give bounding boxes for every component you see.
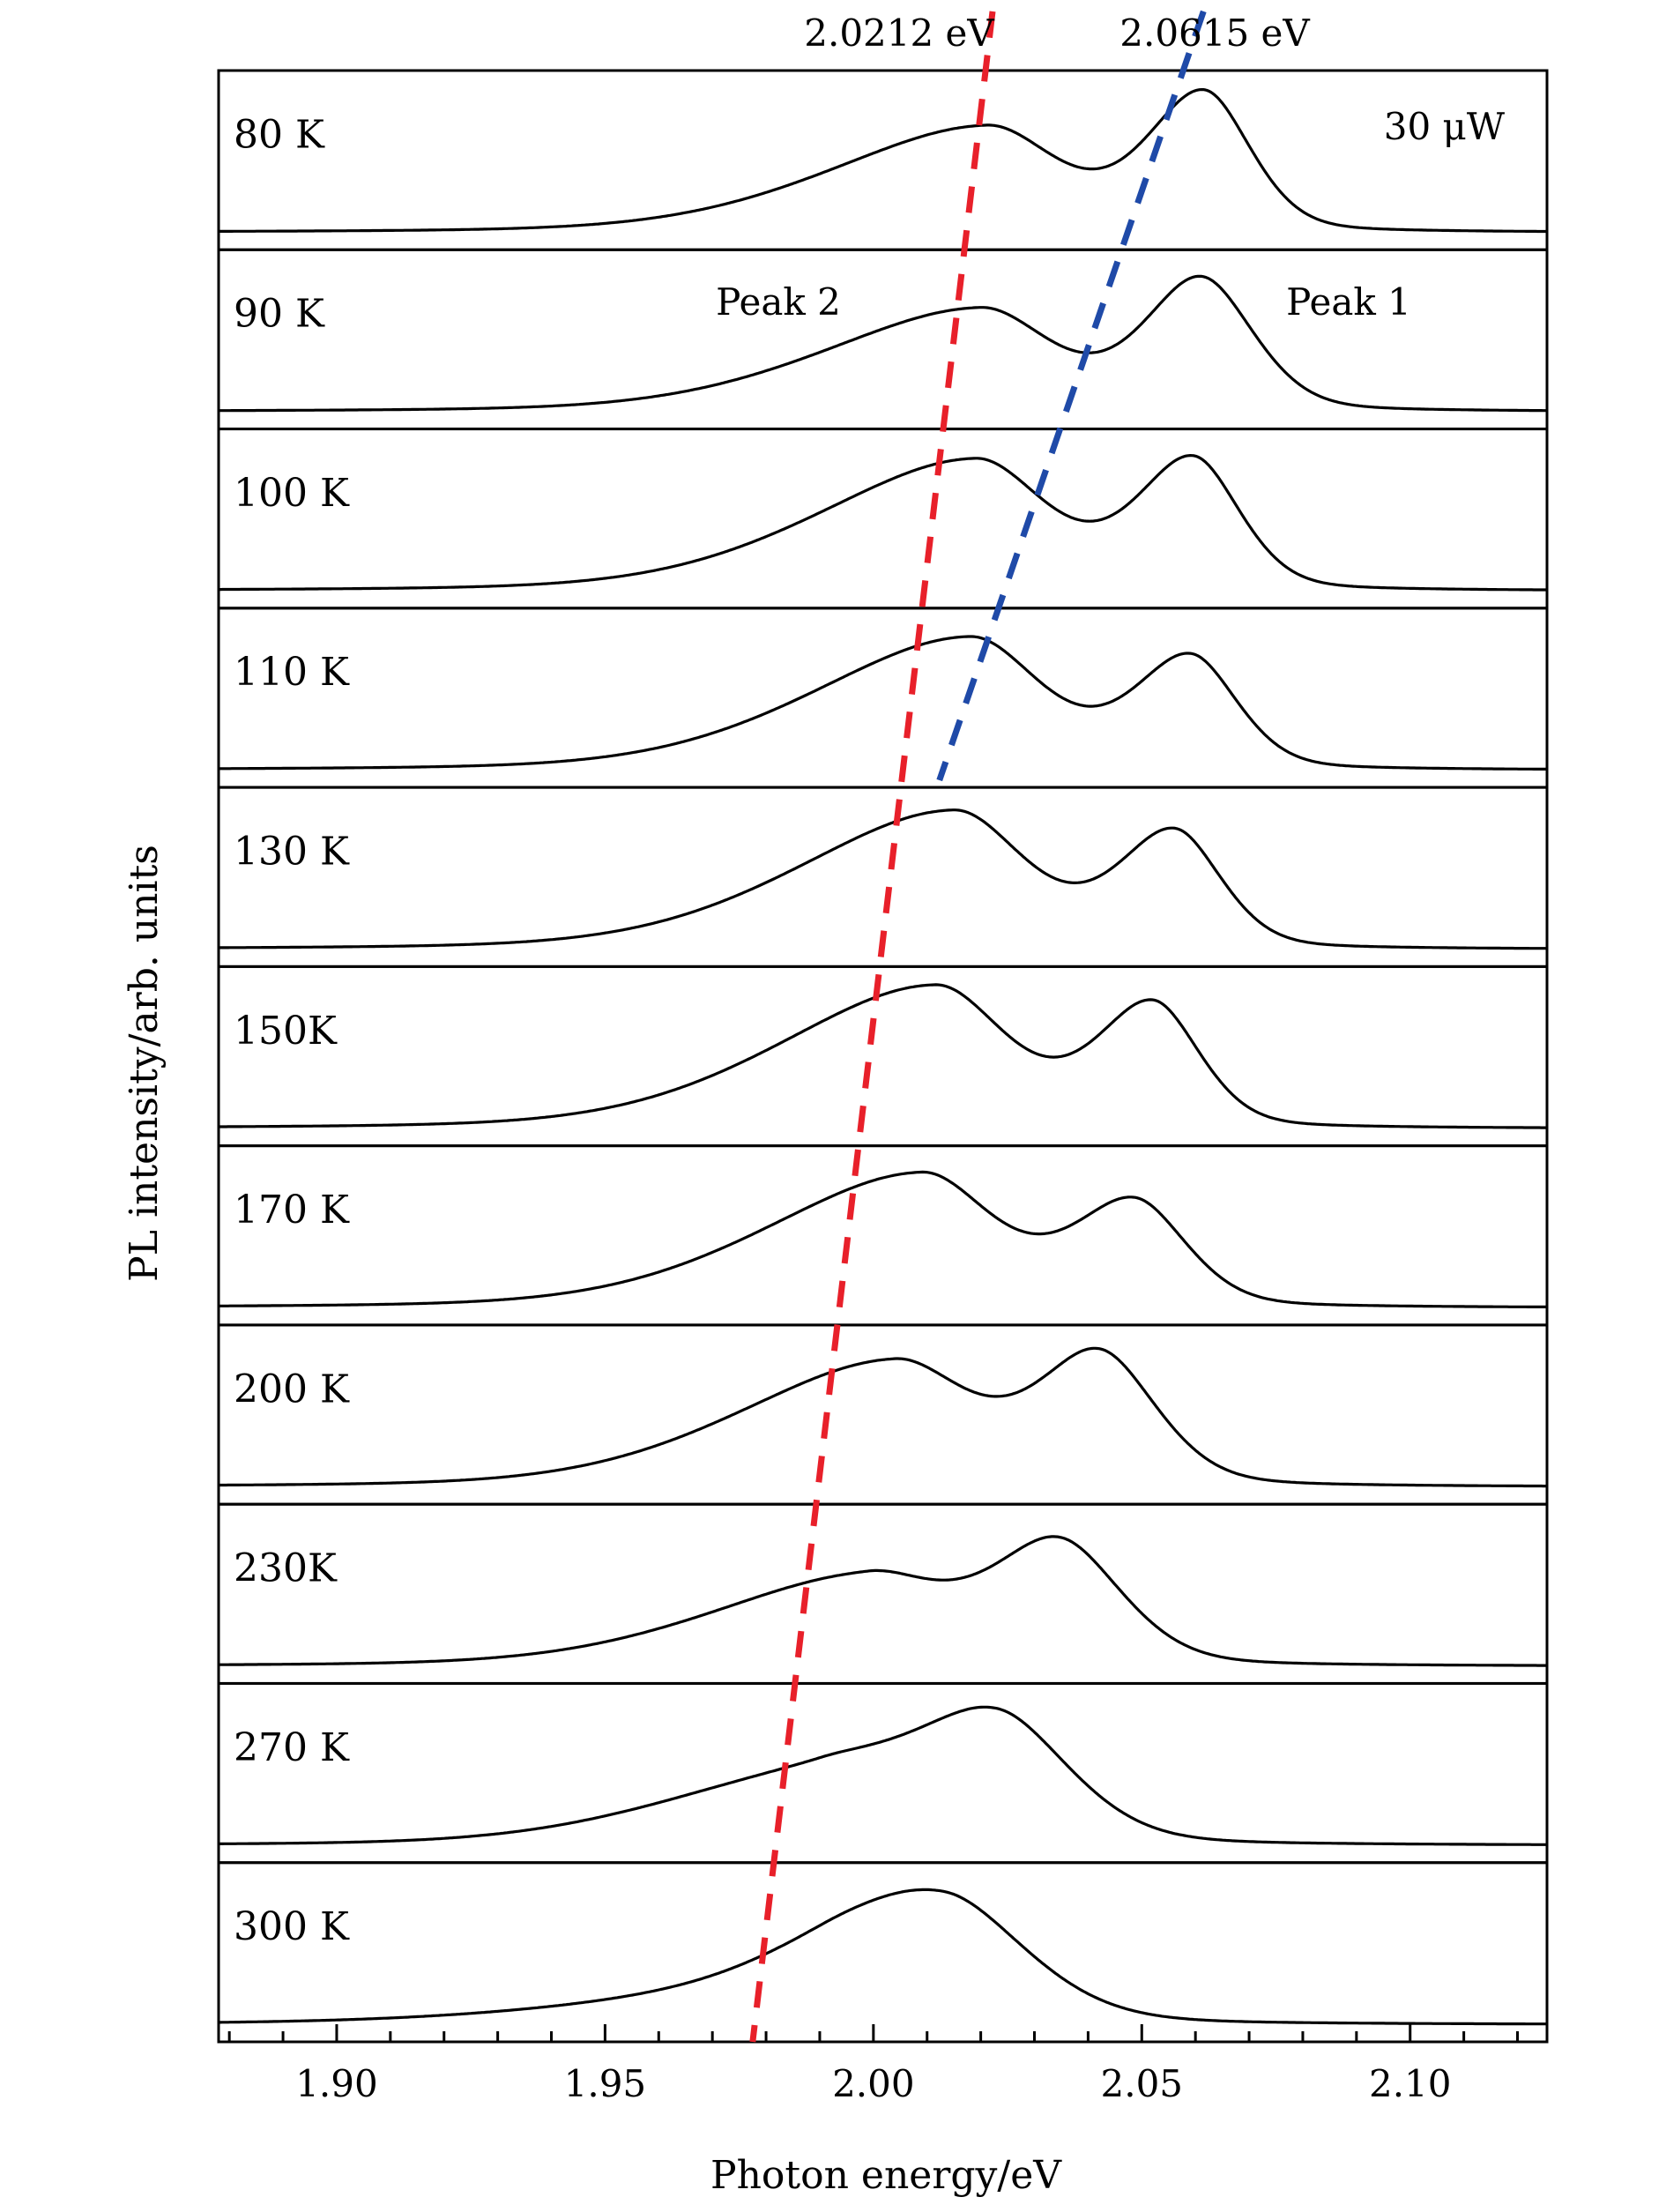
panel-frame — [217, 1681, 1549, 1865]
temperature-label: 230K — [234, 1546, 338, 1591]
panel-270k: 270 K — [217, 1681, 1549, 1865]
panel-150k: 150K — [217, 964, 1549, 1148]
peak1-energy-annotation: 2.0615 eV — [1119, 11, 1310, 55]
spectrum-line — [219, 454, 1547, 592]
peak2-label: Peak 2 — [716, 280, 841, 324]
spectrum-line — [219, 1170, 1547, 1308]
panel-frame — [217, 1323, 1549, 1506]
temperature-label: 90 K — [234, 292, 325, 337]
temperature-label: 270 K — [234, 1725, 350, 1770]
temperature-label: 150K — [234, 1009, 338, 1054]
x-tick-label: 2.05 — [1101, 2062, 1184, 2105]
panel-90k: 90 K — [217, 248, 1549, 431]
spectrum-line — [219, 635, 1547, 771]
temperature-label: 130 K — [234, 829, 350, 874]
temperature-label: 300 K — [234, 1904, 350, 1949]
x-axis-label: Photon energy/eV — [710, 2153, 1062, 2198]
panel-frame — [217, 248, 1549, 431]
spectrum-line — [219, 1346, 1547, 1488]
guide-line-peak-1 — [936, 10, 1207, 782]
spectrum-line — [219, 983, 1547, 1129]
panel-80k: 80 K — [217, 69, 1549, 251]
panels-layer: 80 K 90 K 100 K 110 K 130 K 150K 170 K 200 K 230… — [217, 69, 1549, 2044]
panel-frame — [217, 69, 1549, 251]
panel-170k: 170 K — [217, 1144, 1549, 1327]
panel-230k: 230K — [217, 1502, 1549, 1685]
spectrum-line — [219, 88, 1547, 234]
panel-frame — [217, 607, 1549, 789]
guide-lines-layer — [749, 10, 1207, 2043]
peak1-label: Peak 1 — [1286, 280, 1411, 324]
spectrum-line — [219, 808, 1548, 950]
temperature-label: 80 K — [234, 112, 325, 157]
x-axis: 1.90 1.95 2.00 2.05 2.10 — [227, 2024, 1520, 2105]
panel-100k: 100 K — [217, 428, 1549, 610]
y-axis-label: PL intensity/arb. units — [122, 845, 167, 1282]
panel-110k: 110 K — [217, 607, 1549, 789]
panel-frame — [217, 428, 1549, 610]
spectrum-line — [219, 1705, 1547, 1846]
x-tick-label: 2.00 — [832, 2062, 915, 2105]
panel-200k: 200 K — [217, 1323, 1549, 1506]
temperature-label: 200 K — [234, 1367, 350, 1411]
panel-frame — [217, 1861, 1549, 2044]
panel-frame — [217, 1144, 1549, 1327]
x-tick-label: 1.95 — [564, 2062, 647, 2105]
spectrum-line — [219, 1535, 1547, 1667]
x-tick-label: 1.90 — [295, 2062, 378, 2105]
peak2-energy-annotation: 2.0212 eV — [804, 11, 994, 55]
power-annotation: 30 μW — [1384, 105, 1506, 148]
spectrum-line — [219, 1888, 1547, 2026]
x-tick-label: 2.10 — [1369, 2062, 1452, 2105]
temperature-label: 110 K — [234, 650, 350, 695]
panel-300k: 300 K — [217, 1861, 1549, 2044]
spectrum-line — [219, 274, 1547, 413]
annotations-layer: 2.0212 eV 2.0615 eV 30 μW Peak 2 Peak 1 — [716, 11, 1506, 324]
temperature-label: 170 K — [234, 1188, 350, 1233]
guide-line-peak-2 — [749, 11, 996, 2043]
temperature-label: 100 K — [234, 471, 350, 516]
panel-frame — [217, 1502, 1549, 1685]
